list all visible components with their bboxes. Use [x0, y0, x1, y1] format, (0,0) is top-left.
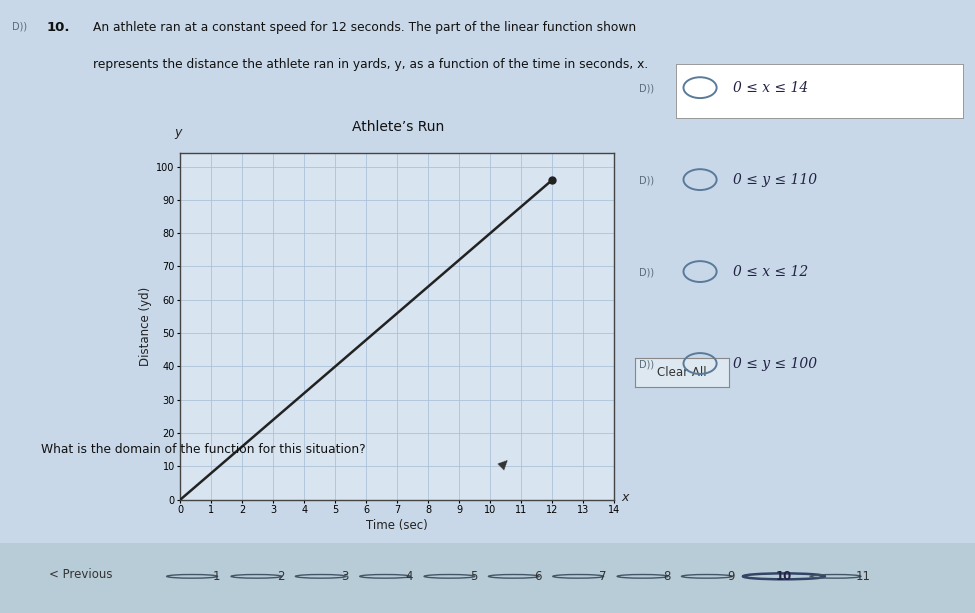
Text: Clear All: Clear All [657, 366, 707, 379]
Text: 10.: 10. [47, 21, 70, 34]
Y-axis label: Distance (yd): Distance (yd) [139, 287, 152, 366]
Text: < Previous: < Previous [49, 568, 112, 581]
Text: 3: 3 [341, 570, 349, 583]
Text: 6: 6 [534, 570, 542, 583]
Text: What is the domain of the function for this situation?: What is the domain of the function for t… [41, 443, 366, 455]
Text: 0 ≤ x ≤ 12: 0 ≤ x ≤ 12 [733, 265, 808, 278]
Text: represents the distance the athlete ran in yards, y, as a function of the time i: represents the distance the athlete ran … [93, 58, 647, 71]
Text: 5: 5 [470, 570, 478, 583]
Text: 0 ≤ x ≤ 14: 0 ≤ x ≤ 14 [733, 81, 808, 94]
Text: D)): D)) [12, 21, 27, 31]
Text: D)): D)) [639, 84, 654, 94]
Text: Athlete’s Run: Athlete’s Run [352, 120, 444, 134]
Text: 4: 4 [406, 570, 413, 583]
Text: D)): D)) [639, 268, 654, 278]
Text: x: x [621, 491, 629, 504]
Text: 2: 2 [277, 570, 285, 583]
Text: 11: 11 [856, 570, 871, 583]
Text: y: y [175, 126, 182, 139]
X-axis label: Time (sec): Time (sec) [367, 519, 428, 532]
Text: D)): D)) [639, 360, 654, 370]
Text: 7: 7 [599, 570, 606, 583]
Text: 10: 10 [776, 570, 792, 583]
Text: 0 ≤ y ≤ 110: 0 ≤ y ≤ 110 [733, 173, 817, 186]
Text: An athlete ran at a constant speed for 12 seconds. The part of the linear functi: An athlete ran at a constant speed for 1… [93, 21, 636, 34]
Text: D)): D)) [639, 176, 654, 186]
Text: ▲: ▲ [496, 455, 512, 471]
Text: 0 ≤ y ≤ 100: 0 ≤ y ≤ 100 [733, 357, 817, 370]
Text: 9: 9 [727, 570, 735, 583]
Text: 1: 1 [213, 570, 220, 583]
Text: 8: 8 [663, 570, 671, 583]
